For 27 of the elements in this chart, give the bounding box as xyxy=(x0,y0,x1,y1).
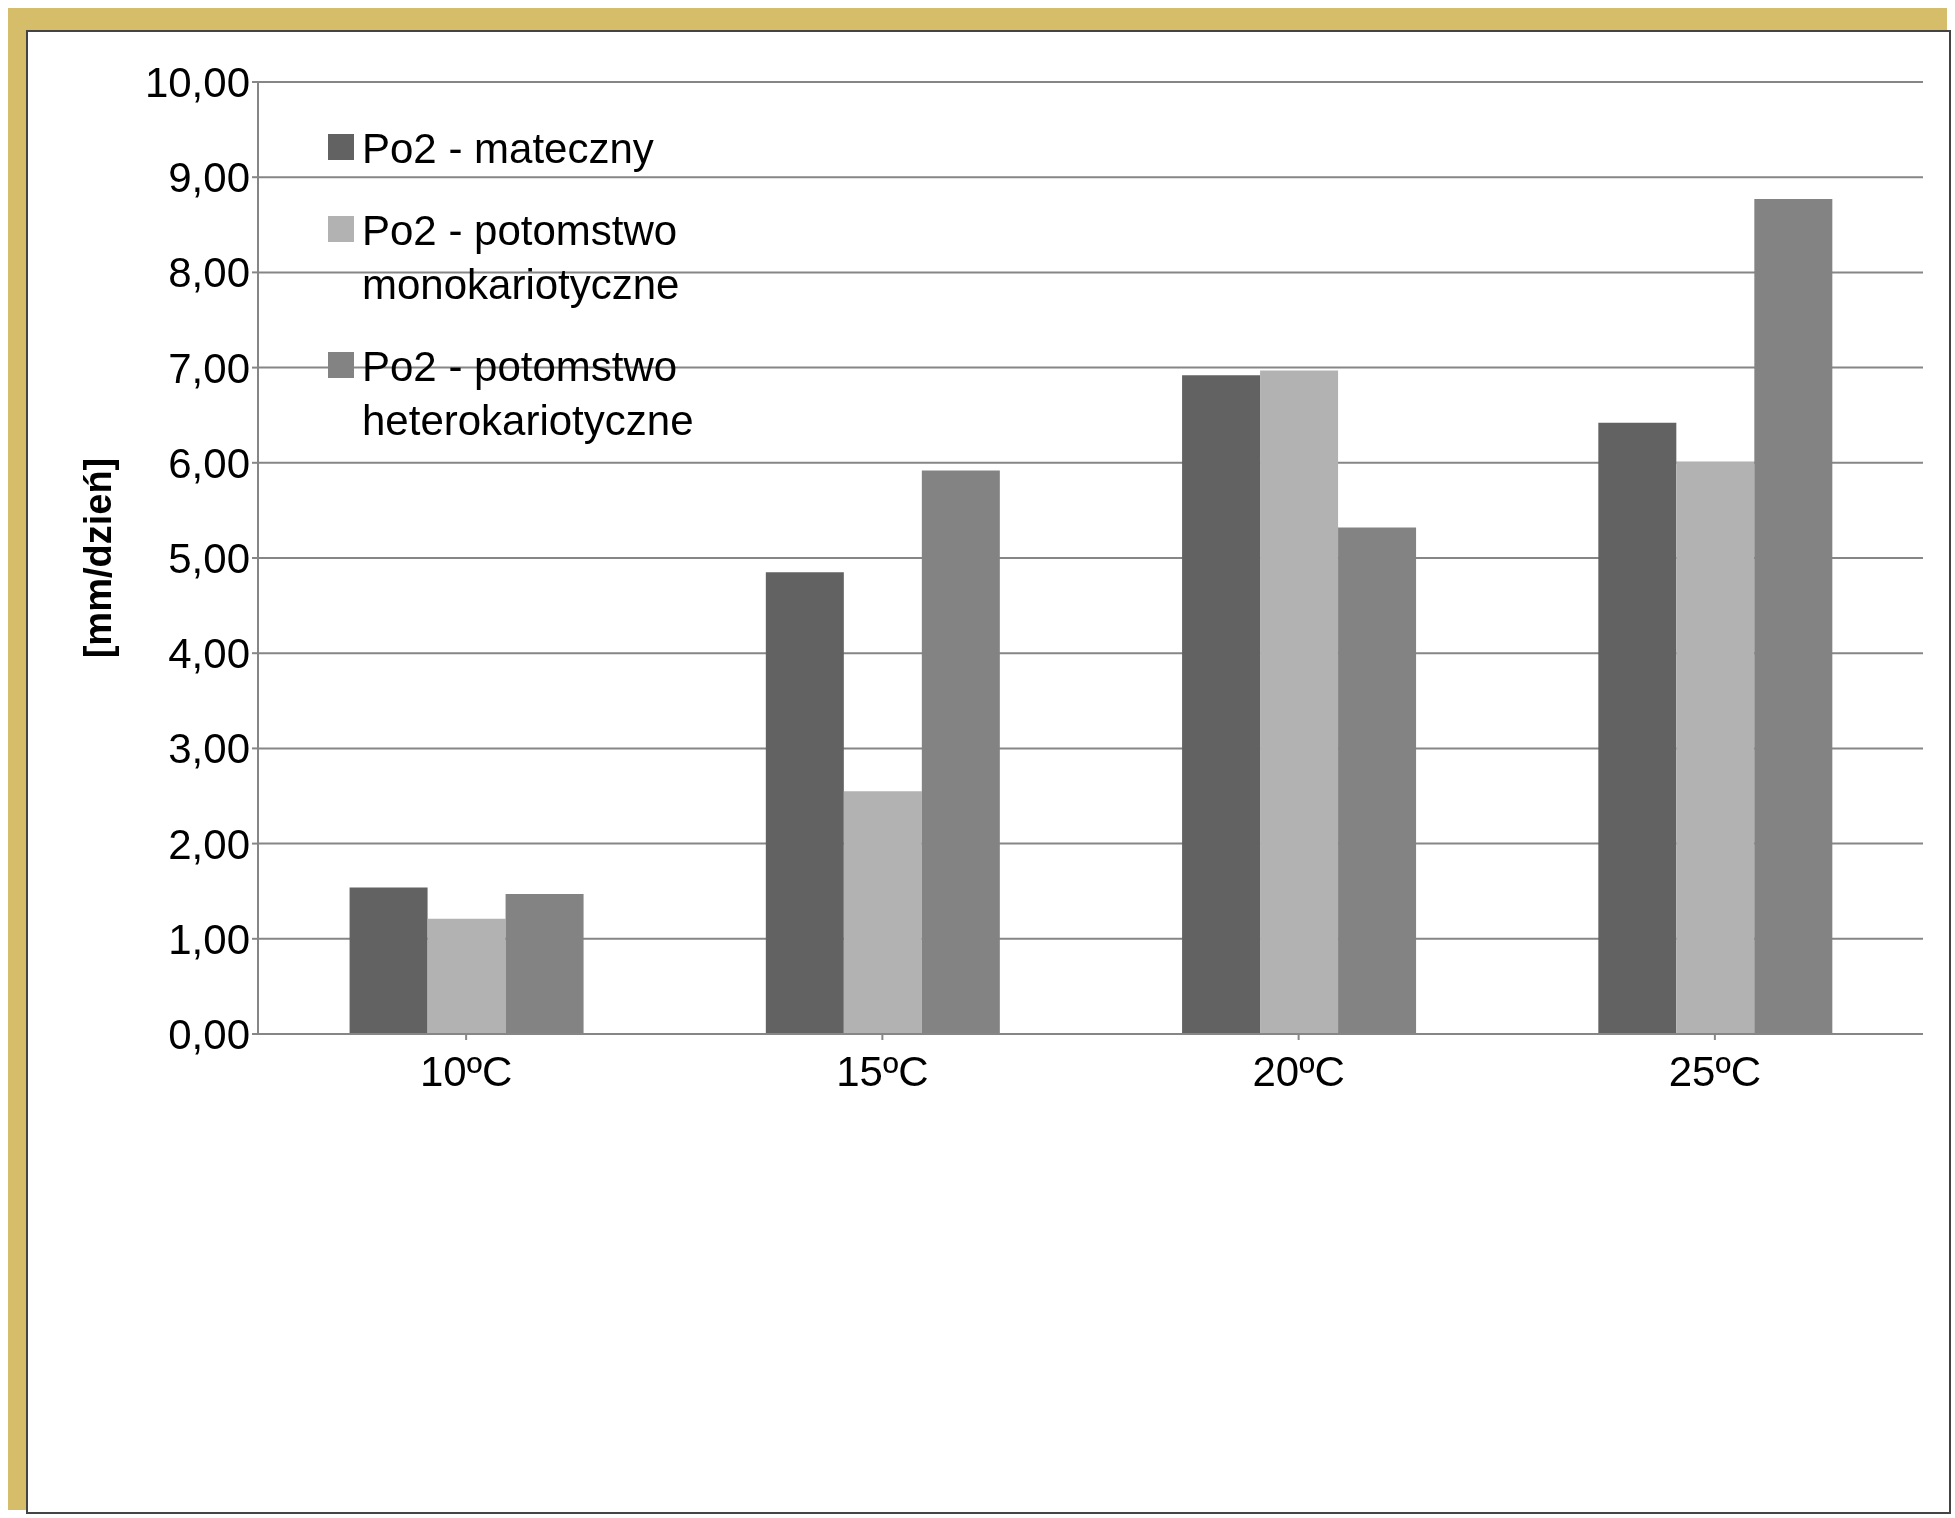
y-tick-label: 5,00 xyxy=(168,534,250,582)
y-tick-label: 8,00 xyxy=(168,249,250,297)
y-tick-label: 7,00 xyxy=(168,344,250,392)
y-tick-label: 0,00 xyxy=(168,1010,250,1058)
bar xyxy=(843,791,922,1034)
bar xyxy=(427,918,506,1034)
x-tick-label: 10ºC xyxy=(419,1047,513,1095)
bar xyxy=(765,572,844,1034)
bar xyxy=(1260,370,1339,1034)
y-tick-label: 3,00 xyxy=(168,725,250,773)
y-tick-label: 6,00 xyxy=(168,439,250,487)
x-tick-label: 20ºC xyxy=(1252,1047,1345,1095)
bar xyxy=(349,887,428,1034)
bar xyxy=(1598,422,1677,1034)
y-axis-title: [mm/dzień] xyxy=(77,457,120,659)
legend-label: Po2 - potomstwo monokariotyczne xyxy=(362,206,681,310)
x-tick-label: 15ºC xyxy=(836,1047,929,1095)
x-tick-label: 25ºC xyxy=(1668,1047,1762,1095)
y-tick-label: 2,00 xyxy=(168,820,250,868)
y-tick-label: 9,00 xyxy=(168,154,250,202)
legend-label: Po2 - potomstwo heterokariotyczne xyxy=(362,342,695,446)
y-tick-label: 1,00 xyxy=(168,915,250,963)
bar xyxy=(1182,375,1261,1034)
bar xyxy=(1676,461,1755,1034)
y-tick-label: 4,00 xyxy=(168,630,250,678)
legend-label: Po2 - mateczny xyxy=(362,124,654,174)
y-tick-label: 10,00 xyxy=(144,58,250,106)
